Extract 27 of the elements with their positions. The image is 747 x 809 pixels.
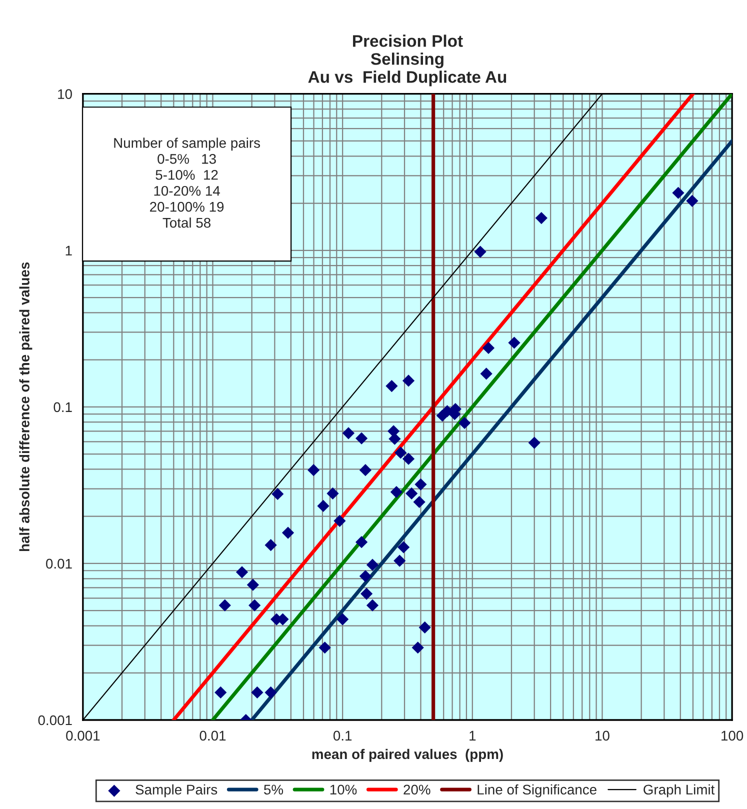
y-tick-label: 0.1 [54, 402, 72, 412]
x-tick-label: 1 [470, 730, 476, 740]
chart-title: Precision Plot [353, 34, 463, 47]
legend-label: Line of Significance [478, 784, 596, 798]
legend-label: 5% [264, 784, 284, 795]
legend-label: 10% [330, 784, 357, 795]
x-axis-title: mean of paired values (ppm) [312, 748, 503, 762]
y-axis-title: half absolute difference of the paired values [19, 262, 32, 552]
chart-subtitle: Selinsing Au vs Field Duplicate Au [308, 52, 506, 86]
annotation: 20-100% 19 [150, 202, 224, 212]
legend-label: Graph Limit [644, 784, 715, 798]
x-tick-label: 0.001 [66, 730, 100, 741]
legend-label: Sample Pairs [136, 784, 218, 798]
y-tick-label: 0.001 [38, 715, 72, 726]
y-tick-label: 10 [58, 89, 72, 100]
y-tick-label: 0.01 [46, 558, 72, 569]
annotation: 5-10% 12 [156, 170, 218, 180]
annotation: 10-20% 14 [154, 186, 220, 196]
x-tick-label: 10 [596, 730, 610, 741]
x-tick-label: 0.1 [333, 730, 352, 741]
annotation: Number of sample pairs [114, 138, 260, 151]
annotation: 0-5% 13 [158, 154, 216, 164]
y-tick-label: 1 [66, 246, 72, 256]
x-tick-label: 0.01 [200, 730, 226, 741]
legend-label: 20% [404, 784, 430, 795]
x-tick-label: 100 [722, 730, 744, 741]
annotation: Total 58 [162, 218, 210, 228]
